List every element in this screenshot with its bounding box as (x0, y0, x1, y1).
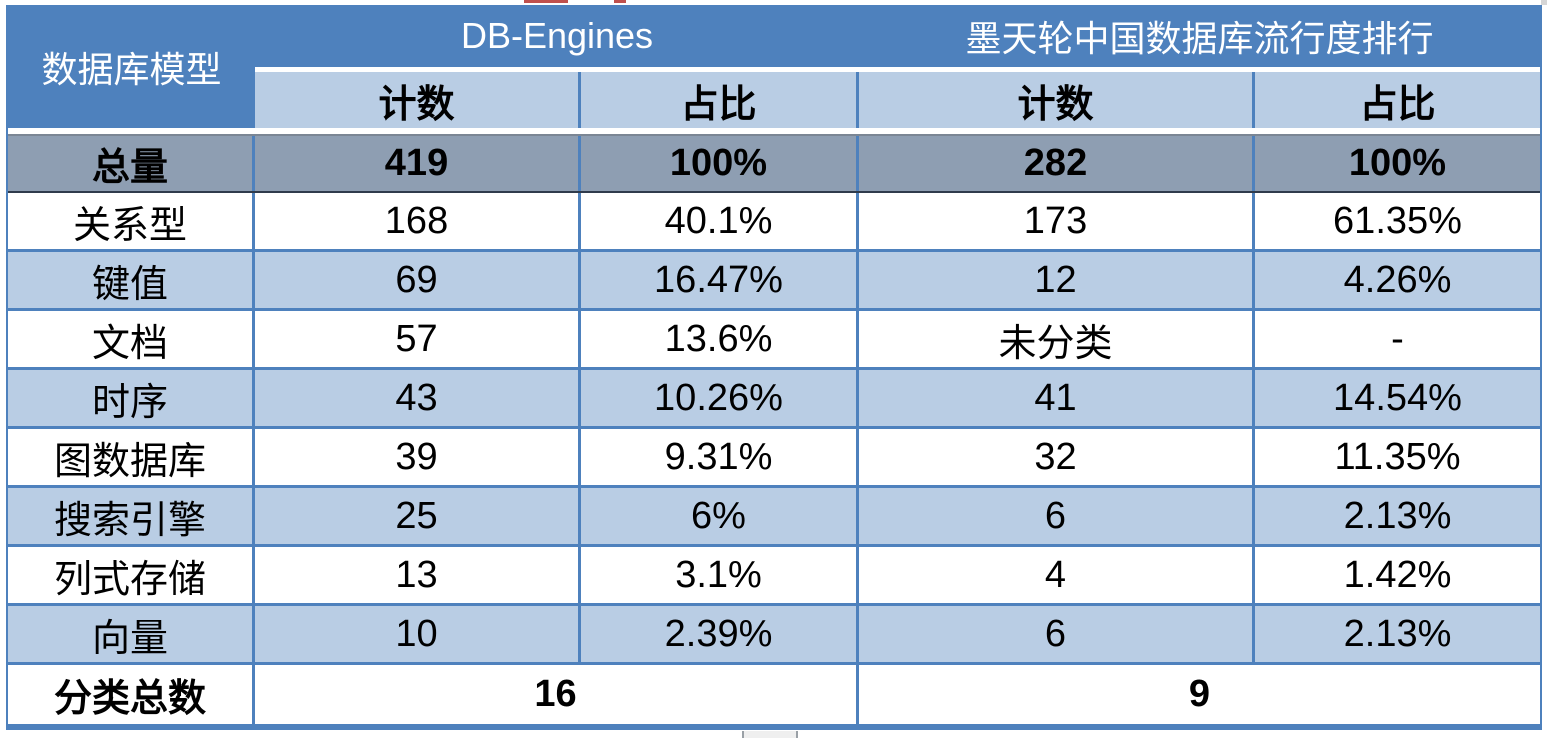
de-count-cell: 13 (255, 547, 581, 603)
de-count-cell: 10 (255, 606, 581, 662)
subheader-mt-share: 占比 (1255, 72, 1540, 128)
table-row: 文档 57 13.6% 未分类 - (8, 311, 1540, 370)
mt-count-cell: 6 (859, 606, 1255, 662)
de-count-cell: 57 (255, 311, 581, 367)
table-row: 搜索引擎 25 6% 6 2.13% (8, 488, 1540, 547)
row-label: 搜索引擎 (8, 488, 255, 544)
de-count-cell: 168 (255, 193, 581, 249)
mt-share-cell: 2.13% (1255, 606, 1540, 662)
row-label: 图数据库 (8, 429, 255, 485)
subheader-de-share: 占比 (581, 72, 859, 128)
top-crop-strip (0, 0, 1547, 5)
header-right-section: DB-Engines 墨天轮中国数据库流行度排行 计数 占比 计数 占比 (255, 5, 1540, 128)
mt-share-cell: 2.13% (1255, 488, 1540, 544)
mt-count-cell: 6 (859, 488, 1255, 544)
de-share-cell: 3.1% (581, 547, 859, 603)
mt-count-cell: 173 (859, 193, 1255, 249)
mt-share-cell: 14.54% (1255, 370, 1540, 426)
de-count-cell: 39 (255, 429, 581, 485)
table-row-total: 总量 419 100% 282 100% (8, 134, 1540, 193)
subheader-mt-count: 计数 (859, 72, 1255, 128)
group-header-motianlun: 墨天轮中国数据库流行度排行 (965, 18, 1434, 59)
mt-share-cell: 61.35% (1255, 193, 1540, 249)
table-header: 数据库模型 DB-Engines 墨天轮中国数据库流行度排行 计数 占比 计数 … (8, 5, 1540, 128)
de-count-cell: 43 (255, 370, 581, 426)
de-share-cell: 40.1% (581, 193, 859, 249)
table-row: 键值 69 16.47% 12 4.26% (8, 252, 1540, 311)
model-column-header: 数据库模型 (8, 5, 255, 128)
mt-share-cell: 100% (1255, 136, 1540, 191)
mt-share-cell: - (1255, 311, 1540, 367)
cropped-scroll-handle (742, 731, 798, 738)
de-count-cell: 69 (255, 252, 581, 308)
row-label: 总量 (8, 136, 255, 191)
table-row: 列式存储 13 3.1% 4 1.42% (8, 547, 1540, 606)
row-label: 键值 (8, 252, 255, 308)
header-divider-gap (255, 67, 1540, 72)
table-row: 图数据库 39 9.31% 32 11.35% (8, 429, 1540, 488)
row-label: 列式存储 (8, 547, 255, 603)
de-share-cell: 13.6% (581, 311, 859, 367)
mt-category-total: 9 (859, 665, 1540, 724)
mt-share-cell: 1.42% (1255, 547, 1540, 603)
row-label: 关系型 (8, 193, 255, 249)
de-share-cell: 9.31% (581, 429, 859, 485)
de-share-cell: 10.26% (581, 370, 859, 426)
table-row: 关系型 168 40.1% 173 61.35% (8, 193, 1540, 252)
mt-count-cell: 未分类 (859, 311, 1255, 367)
mt-count-cell: 12 (859, 252, 1255, 308)
table-row: 向量 10 2.39% 6 2.13% (8, 606, 1540, 665)
de-share-cell: 100% (581, 136, 859, 191)
mt-share-cell: 4.26% (1255, 252, 1540, 308)
de-count-cell: 419 (255, 136, 581, 191)
group-header-band: DB-Engines 墨天轮中国数据库流行度排行 (255, 5, 1540, 67)
mt-count-cell: 282 (859, 136, 1255, 191)
de-share-cell: 16.47% (581, 252, 859, 308)
mt-share-cell: 11.35% (1255, 429, 1540, 485)
de-share-cell: 2.39% (581, 606, 859, 662)
cropped-text-artifact (614, 0, 626, 3)
row-label: 文档 (8, 311, 255, 367)
mt-count-cell: 32 (859, 429, 1255, 485)
table-row-category-totals: 分类总数 16 9 (8, 665, 1540, 724)
comparison-table: 数据库模型 DB-Engines 墨天轮中国数据库流行度排行 计数 占比 计数 … (6, 5, 1542, 730)
mt-count-cell: 41 (859, 370, 1255, 426)
header-body-gap (8, 128, 1540, 134)
subheader-row: 计数 占比 计数 占比 (255, 72, 1540, 128)
table-row: 时序 43 10.26% 41 14.54% (8, 370, 1540, 429)
subheader-de-count: 计数 (255, 72, 581, 128)
cropped-text-artifact (524, 0, 568, 3)
row-label: 时序 (8, 370, 255, 426)
de-share-cell: 6% (581, 488, 859, 544)
de-category-total: 16 (255, 665, 859, 724)
mt-count-cell: 4 (859, 547, 1255, 603)
group-header-db-engines: DB-Engines (460, 15, 654, 56)
de-count-cell: 25 (255, 488, 581, 544)
corner-artifact (1541, 0, 1547, 5)
row-label: 向量 (8, 606, 255, 662)
footer-label: 分类总数 (8, 665, 255, 724)
